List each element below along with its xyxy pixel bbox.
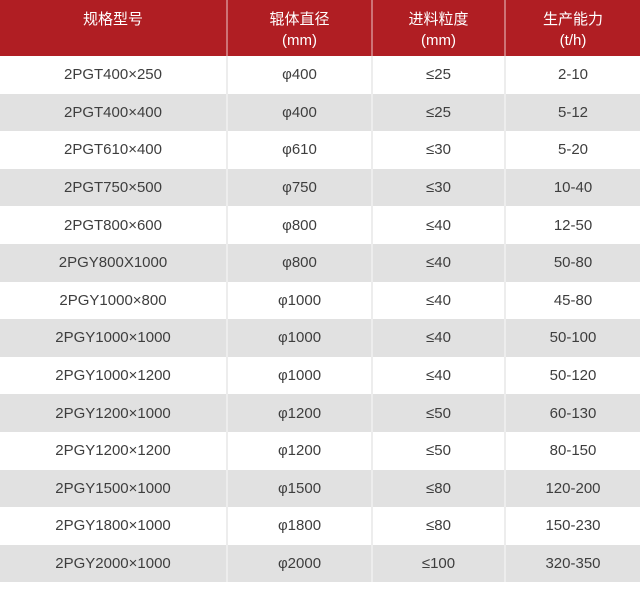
cell-model: 2PGY1200×1000 <box>0 394 228 432</box>
cell-model: 2PGT750×500 <box>0 168 228 207</box>
cell-diameter: φ1000 <box>228 356 373 395</box>
cell-model: 2PGY1800×1000 <box>0 507 228 545</box>
cell-feed-size: ≤25 <box>373 93 506 132</box>
table-row: 2PGT400×250 φ400 ≤25 2-10 <box>0 56 640 94</box>
header-roller-diameter-unit: (mm) <box>282 32 317 49</box>
cell-diameter: φ1800 <box>228 507 373 545</box>
header-feed-size-label: 进料粒度 <box>408 11 469 28</box>
table-row: 2PGY800X1000 φ800 ≤40 50-80 <box>0 243 640 282</box>
cell-model: 2PGT610×400 <box>0 131 228 169</box>
cell-model: 2PGY1000×1200 <box>0 356 228 395</box>
cell-feed-size: ≤50 <box>373 431 506 470</box>
header-model-label: 规格型号 <box>82 11 143 28</box>
cell-diameter: φ800 <box>228 243 373 282</box>
cell-model: 2PGT400×400 <box>0 93 228 132</box>
cell-model: 2PGY2000×1000 <box>0 544 228 583</box>
table-row: 2PGY1200×1000 φ1200 ≤50 60-130 <box>0 394 640 432</box>
table-row: 2PGT750×500 φ750 ≤30 10-40 <box>0 168 640 207</box>
cell-diameter: φ750 <box>228 168 373 207</box>
cell-feed-size: ≤40 <box>373 206 506 244</box>
cell-capacity: 50-80 <box>553 254 593 272</box>
cell-feed-size: ≤40 <box>373 319 506 357</box>
header-model: 规格型号 <box>0 0 228 56</box>
cell-feed-size: ≤80 <box>373 507 506 545</box>
table-row: 2PGY1000×1200 φ1000 ≤40 50-120 <box>0 356 640 395</box>
cell-diameter: φ1000 <box>228 281 373 320</box>
header-capacity-label: 生产能力 <box>542 11 603 28</box>
header-capacity: 生产能力 (t/h) <box>506 0 640 56</box>
cell-capacity: 80-150 <box>549 442 597 460</box>
cell-diameter: φ1000 <box>228 319 373 357</box>
table-row: 2PGY1200×1200 φ1200 ≤50 80-150 <box>0 431 640 470</box>
header-capacity-unit: (t/h) <box>559 32 587 49</box>
table-row: 2PGY1000×1000 φ1000 ≤40 50-100 <box>0 319 640 357</box>
cell-capacity: 10-40 <box>553 179 593 197</box>
cell-feed-size: ≤30 <box>373 131 506 169</box>
cell-diameter: φ400 <box>228 93 373 132</box>
cell-feed-size: ≤80 <box>373 469 506 508</box>
cell-capacity: 45-80 <box>553 291 593 309</box>
cell-model: 2PGY1500×1000 <box>0 469 228 508</box>
cell-diameter: φ1200 <box>228 431 373 470</box>
table-row: 2PGY1800×1000 φ1800 ≤80 150-230 <box>0 507 640 545</box>
cell-model: 2PGY1200×1200 <box>0 431 228 470</box>
cell-feed-size: ≤25 <box>373 56 506 94</box>
cell-capacity: 5-12 <box>557 103 589 121</box>
header-feed-size: 进料粒度 (mm) <box>373 0 506 56</box>
table-row: 2PGT400×400 φ400 ≤25 5-12 <box>0 93 640 132</box>
cell-feed-size: ≤30 <box>373 168 506 207</box>
cell-model: 2PGT400×250 <box>0 56 228 94</box>
cell-capacity: 50-120 <box>549 367 597 385</box>
cell-feed-size: ≤40 <box>373 356 506 395</box>
table-row: 2PGY1500×1000 φ1500 ≤80 120-200 <box>0 469 640 508</box>
table-header-row: 规格型号 辊体直径 (mm) 进料粒度 (mm) 生产能力 (t/h) <box>0 0 640 56</box>
table-row: 2PGT800×600 φ800 ≤40 12-50 <box>0 206 640 244</box>
cell-model: 2PGT800×600 <box>0 206 228 244</box>
cell-diameter: φ1200 <box>228 394 373 432</box>
cell-diameter: φ400 <box>228 56 373 94</box>
cell-model: 2PGY1000×1000 <box>0 319 228 357</box>
cell-feed-size: ≤40 <box>373 243 506 282</box>
cell-capacity: 120-200 <box>545 479 601 497</box>
cell-diameter: φ610 <box>228 131 373 169</box>
cell-feed-size: ≤100 <box>373 544 506 583</box>
cell-model: 2PGY1000×800 <box>0 281 228 320</box>
cell-capacity: 2-10 <box>557 66 589 84</box>
header-roller-diameter: 辊体直径 (mm) <box>228 0 373 56</box>
cell-capacity: 60-130 <box>549 404 597 422</box>
table-body: 2PGT400×250 φ400 ≤25 2-10 2PGT400×400 φ4… <box>0 56 640 583</box>
header-feed-size-unit: (mm) <box>421 32 456 49</box>
table-row: 2PGY1000×800 φ1000 ≤40 45-80 <box>0 281 640 320</box>
cell-diameter: φ800 <box>228 206 373 244</box>
cell-capacity: 12-50 <box>553 216 593 234</box>
table-row: 2PGT610×400 φ610 ≤30 5-20 <box>0 131 640 169</box>
cell-diameter: φ2000 <box>228 544 373 583</box>
cell-capacity: 5-20 <box>557 141 589 159</box>
table-row: 2PGY2000×1000 φ2000 ≤100 320-350 <box>0 544 640 583</box>
cell-capacity: 50-100 <box>549 329 597 347</box>
cell-capacity: 150-230 <box>545 517 601 535</box>
header-roller-diameter-label: 辊体直径 <box>269 11 330 28</box>
cell-feed-size: ≤40 <box>373 281 506 320</box>
cell-feed-size: ≤50 <box>373 394 506 432</box>
cell-capacity: 320-350 <box>545 555 601 573</box>
cell-model: 2PGY800X1000 <box>0 243 228 282</box>
cell-diameter: φ1500 <box>228 469 373 508</box>
